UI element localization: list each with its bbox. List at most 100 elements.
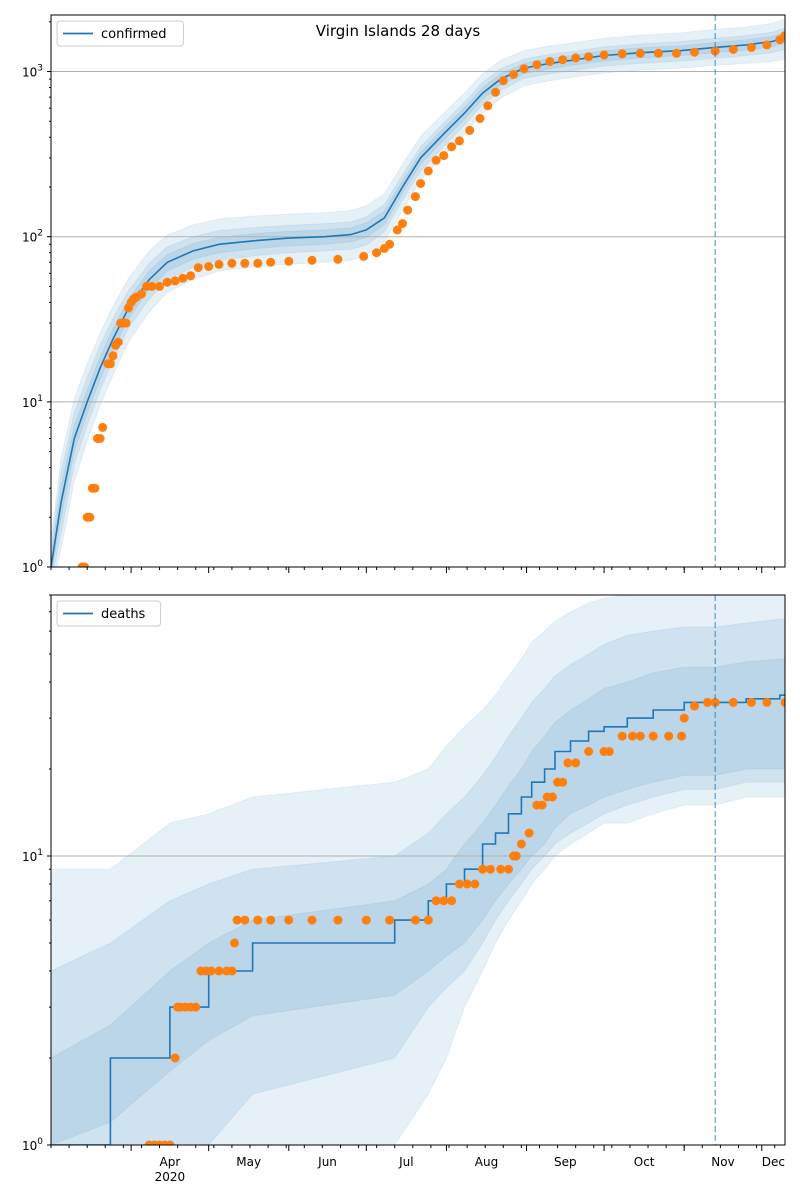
top-data-point (746, 42, 756, 52)
top-data-point (253, 258, 263, 268)
bottom-data-point (284, 915, 294, 925)
top-model-line (51, 37, 785, 567)
bottom-legend: deaths (56, 600, 162, 627)
bottom-data-point (470, 879, 480, 889)
bottom-data-point (307, 915, 317, 925)
top-data-point (333, 254, 343, 264)
x-month-label: Dec (762, 1155, 785, 1169)
bottom-data-point (361, 915, 371, 925)
top-data-point (178, 273, 188, 283)
bottom-data-point (447, 896, 457, 906)
bottom-plot-area (51, 595, 785, 1145)
top-data-point (532, 60, 542, 70)
bottom-data-point (266, 915, 276, 925)
bottom-data-point (746, 697, 756, 707)
x-month-label: Jun (317, 1155, 337, 1169)
top-data-point (498, 76, 508, 86)
top-data-point (80, 562, 90, 567)
bottom-data-point (780, 697, 785, 707)
top-data-point (728, 45, 738, 54)
bottom-data-point (385, 915, 395, 925)
x-month-label: May (236, 1155, 261, 1169)
top-data-point (635, 48, 645, 58)
top-data-point (509, 70, 519, 79)
top-uncertainty-band-1 (51, 18, 785, 567)
top-data-point (398, 219, 407, 229)
top-data-point (519, 64, 529, 74)
top-data-point (307, 255, 317, 265)
top-data-point (558, 55, 568, 65)
confirmed-panel: 100 101 102 103 confirmed (22, 14, 786, 575)
top-legend-label: confirmed (101, 27, 167, 42)
bottom-data-point (478, 864, 488, 874)
top-data-point (483, 101, 493, 111)
x-month-label: Jul (398, 1155, 413, 1169)
top-data-point (108, 351, 118, 361)
top-y-tick-label: 101 (22, 394, 43, 410)
top-data-point (214, 259, 224, 269)
bottom-data-point (232, 915, 242, 925)
chart-title: Virgin Islands 28 days (316, 22, 481, 40)
top-data-point (431, 155, 441, 165)
top-data-point (359, 251, 369, 261)
x-month-label: Nov (711, 1155, 734, 1169)
top-data-point (98, 422, 108, 432)
top-data-point (85, 512, 95, 522)
bottom-data-point (439, 896, 449, 906)
top-data-point (227, 258, 237, 268)
bottom-data-point (648, 731, 658, 741)
top-data-point (403, 205, 413, 215)
top-y-tick-label: 103 (22, 64, 43, 80)
bottom-data-point (333, 915, 343, 925)
x-year-label: 2020 (155, 1170, 186, 1184)
bottom-data-point (690, 701, 699, 711)
top-data-point (584, 52, 594, 62)
bottom-data-point (762, 697, 772, 707)
top-data-point (653, 48, 663, 58)
top-data-point (137, 289, 146, 299)
bottom-axes-frame (50, 594, 786, 1146)
bottom-data-point (516, 839, 526, 849)
bottom-data-point (524, 828, 534, 838)
top-data-point (690, 47, 699, 57)
top-data-point (439, 151, 449, 161)
bottom-data-point (584, 747, 594, 756)
top-y-tick-label: 100 (22, 559, 43, 575)
top-legend-box (56, 20, 184, 47)
top-data-point (147, 281, 157, 291)
bottom-y-tick-label: 100 (22, 1137, 43, 1153)
bottom-data-point (710, 697, 720, 707)
bottom-data-point (485, 864, 495, 874)
bottom-data-point (537, 800, 547, 810)
bottom-data-point (431, 896, 441, 906)
x-month-label: Sep (554, 1155, 577, 1169)
top-data-point (186, 271, 196, 281)
bottom-y-tick-label: 101 (22, 848, 43, 864)
x-month-label: Aug (475, 1155, 498, 1169)
bottom-data-point (410, 915, 420, 925)
top-axes-frame (50, 14, 786, 568)
bottom-data-point (558, 777, 568, 787)
top-data-point (372, 248, 382, 258)
top-data-point (284, 256, 294, 266)
bottom-data-point (240, 915, 250, 925)
bottom-data-point (571, 758, 581, 768)
top-data-point (423, 166, 433, 176)
deaths-panel: 100 101 Apr May Jun Jul Aug Sep Oct Nov Dec 2020 dea… (22, 594, 786, 1184)
bottom-uncertainty-band-1 (51, 595, 785, 1145)
bottom-data-point (563, 758, 573, 768)
bottom-uncertainty-band-3 (51, 658, 785, 1145)
bottom-data-point (504, 864, 513, 874)
top-plot-area (51, 18, 785, 567)
bottom-data-point (253, 915, 263, 925)
top-data-point (105, 359, 115, 369)
bottom-data-point (230, 938, 239, 948)
bottom-data-point (191, 1002, 201, 1012)
top-y-tick-label: 102 (22, 229, 43, 245)
bottom-data-point (165, 1140, 175, 1145)
top-legend: confirmed (56, 20, 184, 47)
top-data-point (90, 483, 100, 493)
bottom-data-point (511, 851, 521, 861)
top-data-point (454, 136, 464, 146)
